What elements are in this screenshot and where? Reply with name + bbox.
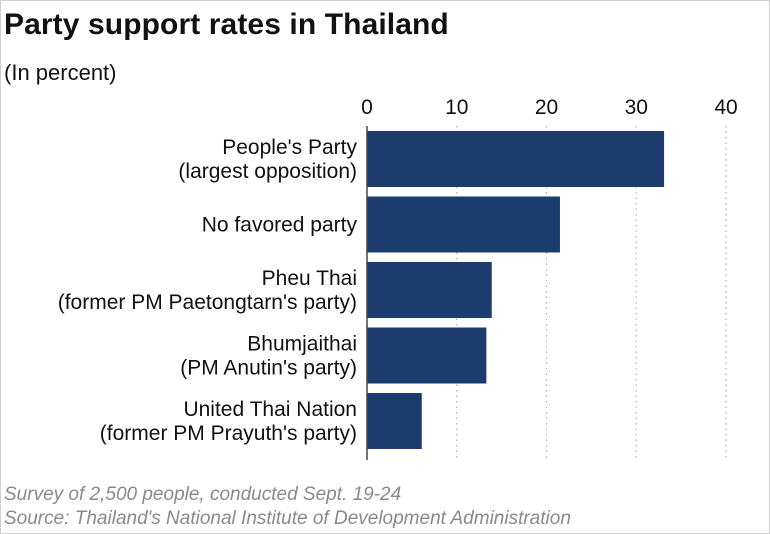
category-label-line: (former PM Prayuth's party) [100, 422, 357, 445]
x-tick-label: 20 [535, 96, 558, 119]
category-label-line: Bhumjaithai [247, 333, 357, 356]
chart-subtitle: (In percent) [4, 60, 117, 85]
category-label: Bhumjaithai (PM Anutin's party) [180, 333, 357, 380]
category-label-line: (largest opposition) [178, 160, 357, 183]
category-label: United Thai Nation (former PM Prayuth's p… [100, 398, 357, 445]
category-label-line: No favored party [202, 214, 358, 237]
source-note: Source: Thailand's National Institute of… [4, 508, 571, 529]
bar [367, 327, 487, 384]
category-label-line: (PM Anutin's party) [180, 357, 357, 380]
bar [367, 196, 560, 253]
x-tick-label: 0 [361, 96, 373, 119]
bar [367, 393, 422, 449]
category-label-line: (former PM Paetongtarn's party) [58, 291, 357, 314]
x-tick-label: 30 [625, 96, 648, 119]
category-label-line: Pheu Thai [262, 267, 357, 290]
category-label-line: People's Party [222, 136, 357, 159]
category-label: No favored party [202, 214, 358, 237]
chart-title: Party support rates in Thailand [4, 8, 449, 41]
bar [367, 262, 492, 318]
x-tick-label: 40 [714, 96, 737, 119]
bar [367, 131, 665, 187]
survey-note: Survey of 2,500 people, conducted Sept. … [4, 484, 402, 505]
category-label-line: United Thai Nation [183, 398, 357, 421]
category-label: Pheu Thai (former PM Paetongtarn's party) [58, 267, 357, 314]
bar-chart: 0 10 20 30 40 People's Party (largest oppositi… [58, 96, 738, 460]
category-label: People's Party (largest opposition) [178, 136, 357, 183]
x-tick-label: 10 [445, 96, 468, 119]
